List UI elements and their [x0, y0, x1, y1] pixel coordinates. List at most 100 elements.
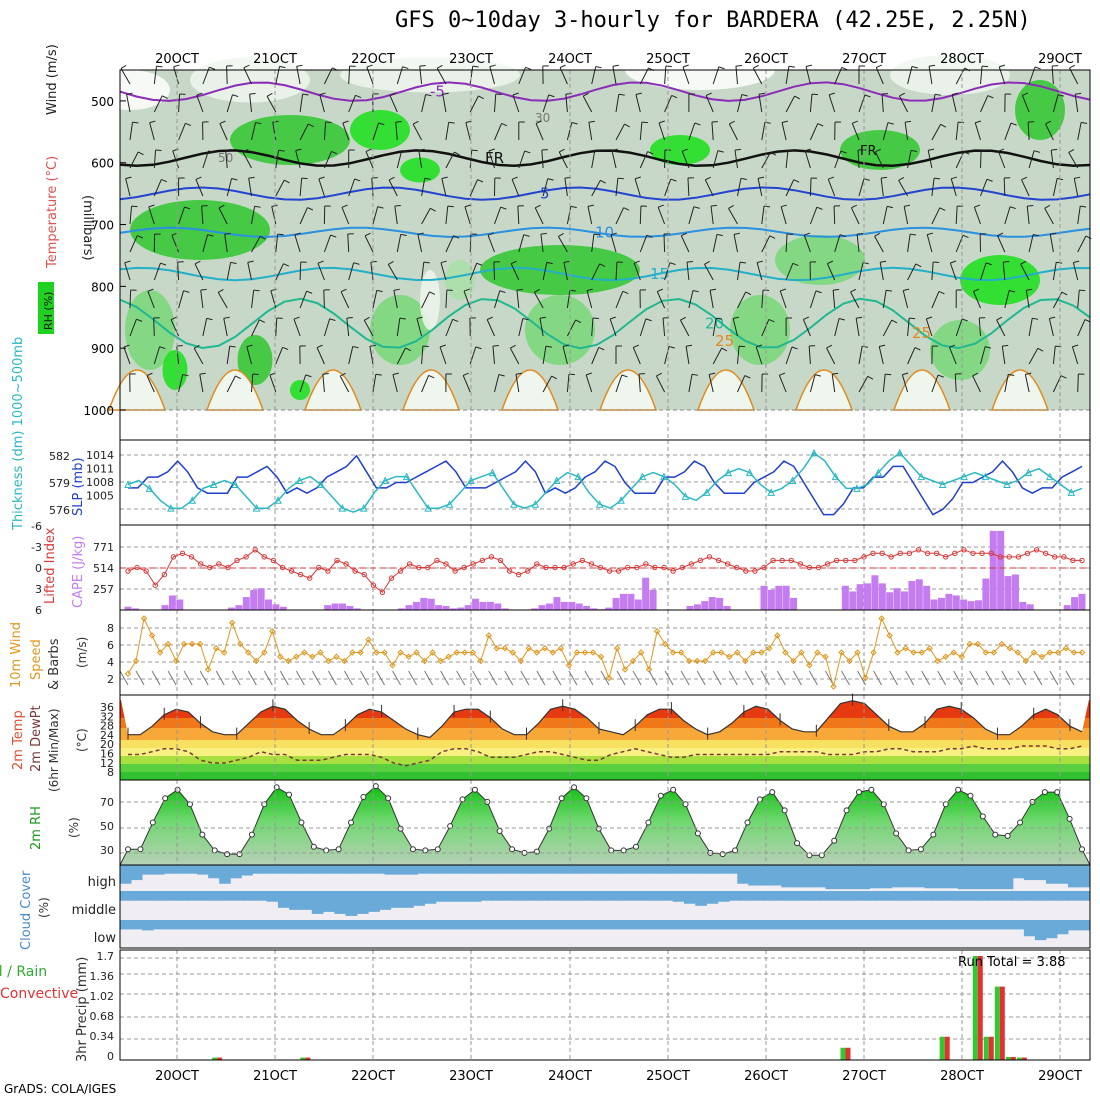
wind-speed-point	[212, 645, 220, 652]
wind-barb	[715, 317, 723, 320]
cloud-cell	[244, 891, 256, 901]
surface-wind-barb	[985, 670, 995, 686]
wind-barb	[902, 372, 909, 376]
wind-barb	[542, 178, 549, 197]
rh-region	[400, 157, 440, 183]
cloud-cell	[650, 891, 662, 901]
thickness-point	[1024, 468, 1033, 477]
wind-barb	[296, 66, 301, 85]
wind-barb	[131, 205, 138, 208]
wind-barb	[566, 319, 577, 337]
cloud-cell	[858, 920, 871, 930]
wind-barb	[929, 64, 936, 67]
wind-barb	[712, 234, 718, 253]
wind-barb	[781, 122, 787, 141]
wind-barb	[809, 177, 812, 197]
rh-point	[880, 801, 887, 808]
lifted-index-point	[861, 554, 867, 560]
cloud-cell	[252, 865, 264, 874]
rh-point	[397, 825, 404, 832]
cloud-cell	[605, 920, 617, 930]
wind-barb	[563, 260, 570, 263]
wind-barb	[284, 179, 290, 184]
cloud-cell	[726, 865, 738, 874]
cloud-cell	[483, 865, 496, 874]
wind-barb	[909, 317, 916, 320]
wind-speed-point	[581, 649, 589, 656]
wind-barb	[275, 263, 284, 281]
wind-barb	[737, 291, 747, 309]
bottom-day-label: 20OCT	[155, 1069, 199, 1084]
rh-point	[595, 825, 602, 832]
wind-label-barbs: & Barbs	[47, 638, 62, 690]
cape-bar	[501, 608, 509, 610]
cloud-cell	[715, 920, 727, 930]
wind-barb	[1050, 150, 1054, 169]
cloud-cell	[924, 920, 937, 930]
wind-barb	[1003, 261, 1010, 263]
surface-wind-barb	[728, 670, 738, 686]
cloud-cell	[891, 920, 904, 930]
wind-barb	[1025, 290, 1030, 309]
wind-barb	[761, 206, 765, 225]
wind-barb	[728, 204, 734, 209]
cloud-cell	[957, 920, 970, 930]
cape-bar	[997, 530, 1005, 610]
wind-barb	[656, 372, 663, 377]
cloud-cell	[830, 891, 843, 901]
wind-barb	[153, 66, 157, 85]
cape-bar	[279, 606, 287, 610]
cloud-cell	[999, 891, 1012, 901]
thickness-point	[617, 496, 625, 504]
cloud-cell	[285, 920, 297, 930]
cloud-cell	[819, 891, 832, 901]
wind-barb	[593, 233, 600, 236]
wind-barb	[319, 92, 326, 96]
wind-barb	[417, 232, 424, 235]
wind-speed-point	[557, 645, 565, 652]
cloud-cell	[1001, 865, 1014, 890]
wind-barb	[486, 319, 495, 337]
surface-wind-barb	[873, 670, 883, 686]
wind-barb	[997, 235, 1006, 253]
wind-barb	[542, 94, 550, 113]
cape-bar	[915, 579, 923, 610]
wind-barb	[183, 290, 190, 293]
thickness-point	[917, 472, 926, 481]
wind-barb	[339, 375, 350, 393]
rh-point	[174, 786, 181, 793]
cloud-cell	[373, 920, 386, 930]
wind-barb	[1072, 262, 1079, 281]
wind-barb	[1021, 95, 1030, 113]
cloud-cell	[296, 920, 308, 930]
wind-barb	[518, 234, 525, 253]
wind-barb	[372, 122, 380, 141]
wind-barb	[591, 318, 594, 337]
wind-barb	[927, 150, 933, 169]
rh-tick: 50	[100, 820, 114, 833]
cloud-cell	[913, 865, 926, 888]
lifted-index-point	[952, 550, 958, 557]
wind-speed-point	[806, 662, 813, 669]
thickness-point	[938, 480, 947, 488]
rh-point	[546, 825, 553, 832]
wind-speed-point	[766, 645, 773, 652]
cloud-cell	[494, 920, 507, 930]
wind-barb	[153, 179, 162, 197]
wind-speed-point	[886, 632, 893, 639]
cloud-cell	[803, 920, 815, 930]
wind-barb	[464, 206, 471, 225]
lifted-index-point	[143, 568, 149, 574]
wind-barb	[874, 232, 881, 237]
wind-barb	[219, 123, 228, 141]
pressure-unit-label: (millibars)	[80, 195, 95, 261]
wind-barb	[1024, 374, 1030, 393]
wind-barb	[486, 316, 493, 321]
wind-barb	[563, 262, 568, 281]
wind-barb	[879, 262, 884, 281]
wind-barb	[176, 346, 180, 365]
wind-barb	[370, 262, 374, 281]
wind-barb	[1049, 316, 1056, 319]
cloud-unit: (%)	[37, 897, 51, 918]
wind-barb	[129, 122, 134, 141]
